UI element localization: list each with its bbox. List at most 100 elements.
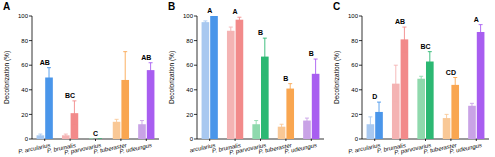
y-tick-label: 100 bbox=[183, 13, 194, 19]
y-tick bbox=[29, 114, 32, 115]
x-tick bbox=[400, 139, 401, 141]
bar bbox=[96, 139, 104, 140]
error-bar bbox=[47, 68, 51, 88]
x-tick bbox=[285, 139, 286, 141]
y-tick-label: 40 bbox=[186, 87, 193, 93]
error-bar bbox=[38, 134, 42, 136]
y-tick bbox=[29, 16, 32, 17]
y-tick-label: 80 bbox=[351, 38, 358, 44]
x-tick bbox=[120, 139, 121, 141]
error-bar bbox=[479, 25, 483, 40]
y-tick bbox=[194, 139, 197, 140]
y-tick bbox=[29, 40, 32, 41]
x-tick bbox=[260, 139, 261, 141]
figure: ADecolorization (%)020406080100ABP. arcu… bbox=[0, 0, 495, 157]
marks bbox=[367, 25, 485, 139]
y-tick-label: 100 bbox=[348, 13, 359, 19]
y-tick-label: 60 bbox=[21, 62, 28, 68]
error-bar bbox=[229, 27, 233, 34]
panel: BDecolorization (%)020406080100Aarculari… bbox=[168, 1, 324, 156]
error-bar bbox=[280, 124, 284, 129]
x-tick-label: P. udeungus bbox=[449, 142, 482, 155]
y-axis bbox=[32, 16, 33, 139]
y-axis-title: Decolorization (%) bbox=[3, 51, 11, 104]
bar bbox=[286, 89, 294, 139]
x-tick bbox=[311, 139, 312, 141]
y-tick-label: 0 bbox=[355, 136, 359, 142]
significance-letter: CD bbox=[446, 69, 456, 76]
error-bar bbox=[470, 103, 474, 108]
y-tick bbox=[194, 114, 197, 115]
error-bar bbox=[453, 78, 457, 93]
bar bbox=[147, 70, 155, 139]
error-bar bbox=[98, 139, 102, 140]
error-bar bbox=[305, 118, 309, 123]
error-bar bbox=[445, 114, 449, 121]
y-tick bbox=[29, 89, 32, 90]
error-bar bbox=[237, 17, 241, 22]
y-tick bbox=[359, 139, 362, 140]
significance-letter: BC bbox=[65, 92, 75, 99]
significance-letter: C bbox=[93, 130, 98, 137]
bar bbox=[87, 139, 95, 140]
significance-letter: B bbox=[309, 50, 314, 57]
panel: CDecolorization (%)020406080100DP. arcul… bbox=[333, 1, 489, 156]
x-tick bbox=[209, 139, 210, 141]
y-tick-label: 20 bbox=[21, 112, 28, 118]
panel-label: C bbox=[333, 1, 340, 12]
x-tick bbox=[146, 139, 147, 141]
error-bar bbox=[368, 117, 372, 132]
y-tick-label: 80 bbox=[186, 38, 193, 44]
bar bbox=[303, 121, 311, 139]
y-tick-label: 40 bbox=[351, 87, 358, 93]
significance-letter: A bbox=[474, 16, 479, 23]
y-tick-label: 40 bbox=[21, 87, 28, 93]
bar bbox=[113, 122, 121, 139]
y-tick-label: 20 bbox=[351, 112, 358, 118]
y-tick bbox=[194, 89, 197, 90]
y-tick bbox=[194, 40, 197, 41]
y-tick-label: 100 bbox=[18, 13, 29, 19]
y-tick-label: 0 bbox=[190, 136, 194, 142]
y-tick bbox=[29, 65, 32, 66]
y-tick-label: 60 bbox=[351, 62, 358, 68]
error-bar bbox=[203, 21, 207, 23]
bar bbox=[202, 22, 210, 139]
marks bbox=[202, 16, 320, 139]
y-axis bbox=[197, 16, 198, 139]
significance-letter: AB bbox=[40, 59, 50, 66]
x-tick-label: P. udeungus bbox=[119, 142, 152, 155]
bar bbox=[477, 32, 485, 139]
significance-letter: D bbox=[372, 93, 377, 100]
significance-letter: A bbox=[207, 7, 212, 14]
error-bar bbox=[419, 76, 423, 81]
y-tick bbox=[359, 40, 362, 41]
error-bar bbox=[123, 52, 127, 109]
x-tick bbox=[70, 139, 71, 141]
y-tick bbox=[194, 16, 197, 17]
y-tick-label: 20 bbox=[186, 112, 193, 118]
bar bbox=[401, 39, 409, 139]
error-bar bbox=[314, 59, 318, 89]
x-tick-label: P. udeungus bbox=[284, 142, 317, 155]
significance-letter: AB bbox=[141, 54, 151, 61]
error-bar bbox=[212, 16, 216, 17]
panel-label: A bbox=[3, 1, 10, 12]
bar bbox=[468, 106, 476, 139]
y-axis bbox=[362, 16, 363, 139]
y-axis-title: Decolorization (%) bbox=[168, 51, 176, 104]
y-axis-title: Decolorization (%) bbox=[333, 51, 341, 104]
x-tick bbox=[374, 139, 375, 141]
error-bar bbox=[115, 119, 119, 124]
y-tick bbox=[359, 114, 362, 115]
y-tick bbox=[29, 139, 32, 140]
error-bar bbox=[394, 65, 398, 102]
error-bar bbox=[377, 102, 381, 122]
error-bar bbox=[288, 84, 292, 94]
significance-letter: AB bbox=[395, 18, 405, 25]
y-tick-label: 0 bbox=[25, 136, 29, 142]
error-bar bbox=[263, 38, 267, 75]
x-tick bbox=[425, 139, 426, 141]
y-tick bbox=[194, 65, 197, 66]
bar bbox=[426, 62, 434, 139]
